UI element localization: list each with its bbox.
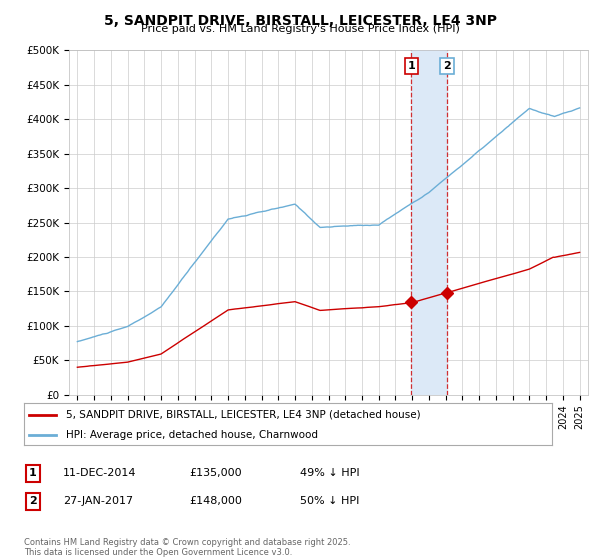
Text: 2: 2 bbox=[29, 496, 37, 506]
Text: 49% ↓ HPI: 49% ↓ HPI bbox=[300, 468, 359, 478]
Text: 50% ↓ HPI: 50% ↓ HPI bbox=[300, 496, 359, 506]
Text: Contains HM Land Registry data © Crown copyright and database right 2025.
This d: Contains HM Land Registry data © Crown c… bbox=[24, 538, 350, 557]
Text: 27-JAN-2017: 27-JAN-2017 bbox=[63, 496, 133, 506]
Bar bbox=[412, 50, 447, 395]
Text: 5, SANDPIT DRIVE, BIRSTALL, LEICESTER, LE4 3NP: 5, SANDPIT DRIVE, BIRSTALL, LEICESTER, L… bbox=[104, 14, 497, 28]
Text: 5, SANDPIT DRIVE, BIRSTALL, LEICESTER, LE4 3NP (detached house): 5, SANDPIT DRIVE, BIRSTALL, LEICESTER, L… bbox=[66, 410, 421, 420]
Text: Price paid vs. HM Land Registry's House Price Index (HPI): Price paid vs. HM Land Registry's House … bbox=[140, 24, 460, 34]
Text: 11-DEC-2014: 11-DEC-2014 bbox=[63, 468, 137, 478]
Text: 1: 1 bbox=[29, 468, 37, 478]
Text: 1: 1 bbox=[407, 60, 415, 71]
Text: HPI: Average price, detached house, Charnwood: HPI: Average price, detached house, Char… bbox=[66, 430, 318, 440]
Text: 2: 2 bbox=[443, 60, 451, 71]
Text: £148,000: £148,000 bbox=[189, 496, 242, 506]
Text: £135,000: £135,000 bbox=[189, 468, 242, 478]
